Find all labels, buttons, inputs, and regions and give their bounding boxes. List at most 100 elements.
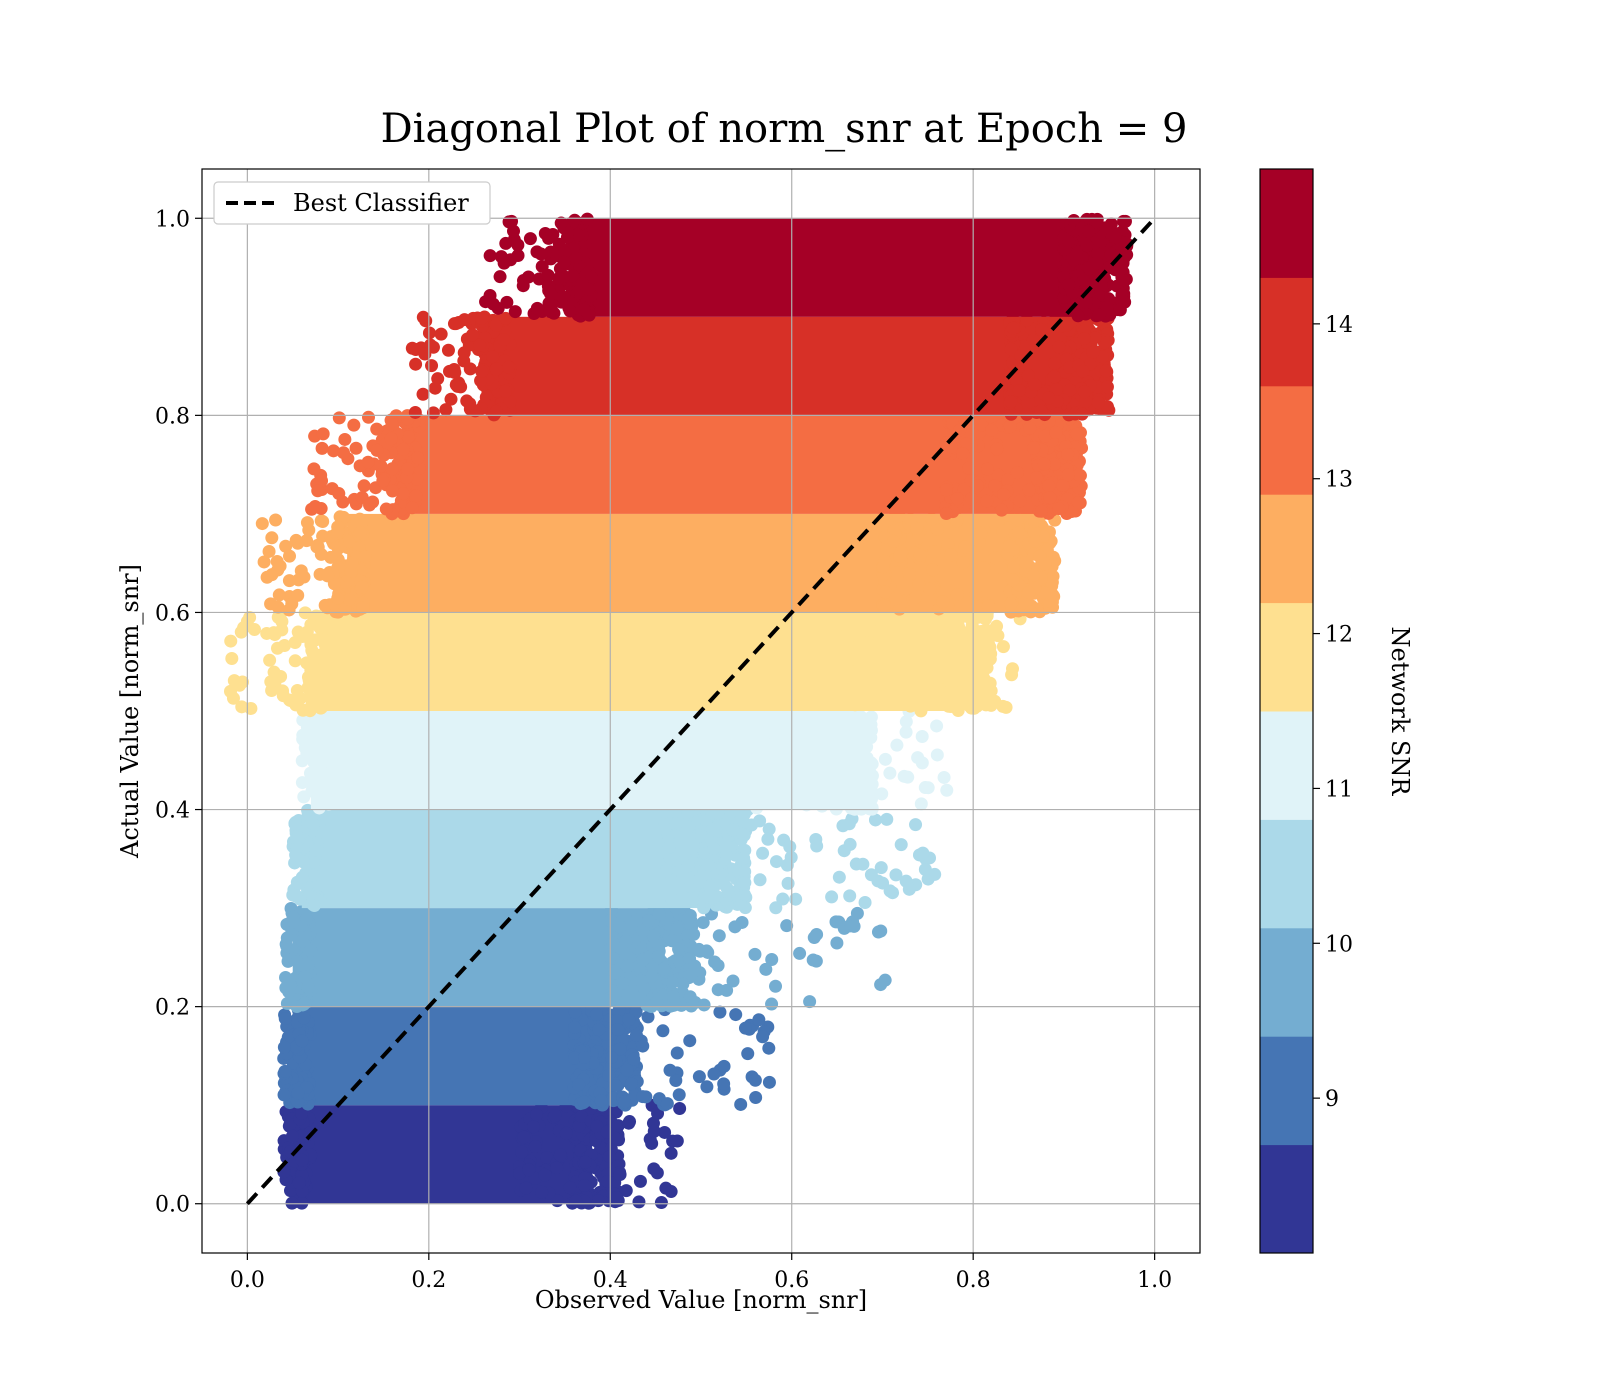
data-point — [556, 290, 570, 304]
data-point — [559, 1126, 573, 1140]
data-point — [864, 756, 878, 770]
colorbar-tick-label: 11 — [1325, 777, 1353, 802]
data-point — [568, 1005, 582, 1019]
x-axis-label: Observed Value [norm_snr] — [535, 1286, 867, 1314]
colorbar-segment — [1260, 385, 1313, 495]
data-point — [915, 729, 929, 743]
data-point — [1001, 473, 1015, 487]
data-point — [937, 770, 951, 784]
data-point — [307, 898, 321, 912]
data-point — [278, 1012, 292, 1026]
data-point — [863, 713, 877, 727]
data-point — [1028, 514, 1042, 528]
data-point — [370, 443, 384, 457]
data-point — [1091, 396, 1105, 410]
data-point — [749, 1090, 763, 1104]
data-point — [422, 326, 436, 340]
snr-band-3-points — [286, 803, 942, 915]
y-tick-label: 0.4 — [155, 799, 190, 824]
data-point — [610, 1190, 624, 1204]
data-point — [293, 691, 307, 705]
data-point — [289, 889, 303, 903]
data-point — [909, 818, 923, 832]
data-point — [314, 547, 328, 561]
data-point — [591, 1194, 605, 1208]
data-point — [297, 790, 311, 804]
data-point — [620, 1063, 634, 1077]
data-point — [1100, 300, 1114, 314]
data-point — [497, 332, 511, 346]
data-point — [271, 610, 285, 624]
data-point — [538, 1168, 552, 1182]
data-point — [1004, 342, 1018, 356]
data-point — [1072, 468, 1086, 482]
data-point — [624, 1077, 638, 1091]
data-point — [1027, 441, 1041, 455]
data-point — [600, 1174, 614, 1188]
data-point — [307, 855, 321, 869]
data-point — [843, 685, 857, 699]
data-point — [396, 487, 410, 501]
data-point — [1047, 457, 1061, 471]
y-tick-label: 1.0 — [155, 207, 190, 232]
data-point — [552, 271, 566, 285]
data-point — [636, 923, 650, 937]
data-point — [577, 1050, 591, 1064]
snr-band-8-core — [492, 316, 1083, 416]
data-point — [1048, 356, 1062, 370]
data-point — [911, 751, 925, 765]
data-point — [908, 591, 922, 605]
data-point — [926, 563, 940, 577]
data-point — [991, 629, 1005, 643]
colorbar-segment — [1260, 1144, 1313, 1254]
data-point — [681, 820, 695, 834]
data-point — [843, 889, 857, 903]
data-point — [1104, 247, 1118, 261]
data-point — [1042, 479, 1056, 493]
data-point — [1006, 561, 1020, 575]
data-point — [841, 663, 855, 677]
data-point — [765, 997, 779, 1011]
data-point — [1012, 525, 1026, 539]
data-point — [1004, 597, 1018, 611]
data-point — [295, 776, 309, 790]
data-point — [497, 256, 511, 270]
data-point — [870, 625, 884, 639]
data-point — [810, 927, 824, 941]
data-point — [645, 969, 659, 983]
data-point — [700, 1080, 714, 1094]
data-point — [806, 953, 820, 967]
data-point — [738, 876, 752, 890]
data-point — [980, 462, 994, 476]
snr-band-1-core — [292, 1006, 611, 1106]
data-point — [789, 892, 803, 906]
data-point — [543, 305, 557, 319]
data-point — [1071, 495, 1085, 509]
data-point — [982, 599, 996, 613]
x-tick-label: 0.0 — [230, 1268, 265, 1293]
best-classifier-line — [245, 216, 1157, 1206]
data-point — [1010, 466, 1024, 480]
data-point — [499, 311, 513, 325]
data-point — [752, 1013, 766, 1027]
data-point — [1075, 407, 1089, 421]
data-point — [225, 652, 239, 666]
data-point — [983, 676, 997, 690]
data-point — [1113, 303, 1127, 317]
data-point — [458, 313, 472, 327]
data-point — [288, 817, 302, 831]
colorbar-segment — [1260, 277, 1313, 387]
data-point — [656, 1024, 670, 1038]
data-point — [717, 1059, 731, 1073]
data-point — [1042, 391, 1056, 405]
data-point — [709, 824, 723, 838]
data-point — [798, 740, 812, 754]
data-point — [646, 929, 660, 943]
data-point — [416, 387, 430, 401]
data-point — [852, 791, 866, 805]
data-point — [663, 1063, 677, 1077]
data-point — [1030, 471, 1044, 485]
data-point — [410, 472, 424, 486]
data-point — [277, 1088, 291, 1102]
